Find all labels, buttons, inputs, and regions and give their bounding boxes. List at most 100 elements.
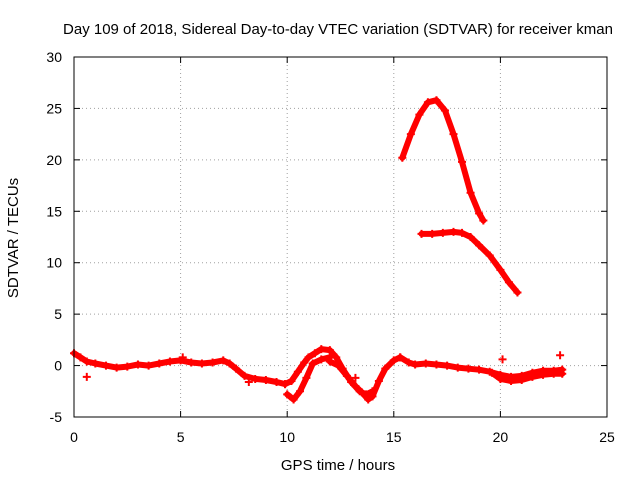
data-point (464, 364, 473, 373)
y-axis-label: SDTVAR / TECUs (5, 178, 22, 298)
data-point (317, 345, 326, 354)
plot-frame (73, 56, 608, 418)
data-point (272, 378, 281, 387)
y-tick-label: 20 (46, 152, 62, 168)
data-point (91, 359, 100, 368)
data-point (310, 349, 319, 358)
data-point (300, 358, 309, 367)
data-point (351, 382, 360, 391)
x-tick-label: 15 (386, 429, 402, 445)
data-point (411, 360, 420, 369)
data-point (558, 369, 567, 378)
data-point (466, 233, 475, 241)
y-tick-label: 0 (54, 358, 62, 374)
data-point (197, 359, 206, 368)
x-tick-label: 5 (177, 429, 185, 445)
data-point (438, 228, 447, 237)
data-point (449, 227, 458, 236)
y-tick-label: 10 (46, 255, 62, 271)
x-tick-label: 10 (279, 429, 295, 445)
data-point (287, 377, 296, 385)
data-point (432, 96, 441, 105)
data-point (283, 390, 292, 399)
data-point (133, 360, 142, 369)
y-tick-label: 25 (46, 100, 62, 116)
data-point (261, 375, 270, 384)
data-point (421, 359, 430, 368)
data-point-marker (351, 373, 360, 382)
data-point (317, 355, 326, 364)
data-point (357, 388, 366, 397)
data-point (415, 110, 424, 119)
data-point (475, 241, 484, 250)
data-point (281, 380, 290, 389)
data-point (304, 353, 313, 362)
data-point (334, 361, 343, 370)
data-point (101, 361, 110, 370)
data-point (417, 229, 426, 238)
data-point (504, 278, 513, 287)
data-point (466, 188, 475, 197)
data-point (144, 361, 153, 370)
data-point (539, 370, 548, 379)
y-tick-label: 5 (54, 306, 62, 322)
data-point (325, 357, 334, 366)
x-tick-label: 20 (493, 429, 509, 445)
data-point (208, 358, 217, 367)
chart-title: Day 109 of 2018, Sidereal Day-to-day VTE… (63, 21, 613, 38)
data-point (293, 367, 302, 376)
data-point (155, 359, 164, 368)
y-tick-label: -5 (50, 409, 63, 425)
data-point-marker (178, 353, 187, 362)
data-point (325, 346, 334, 355)
data-point (368, 392, 377, 401)
x-tick-label: 25 (599, 429, 615, 445)
data-point (289, 395, 298, 404)
data-point (76, 353, 85, 362)
data-point (240, 371, 249, 380)
data-point (428, 229, 437, 238)
data-point (475, 209, 484, 218)
data-point (528, 372, 537, 381)
data-point (82, 357, 91, 366)
axes: 0 5 10 15 20 25 -5 0 5 10 15 20 25 30 (46, 49, 615, 445)
data-point (449, 130, 458, 139)
data-point (479, 216, 488, 225)
data-point (165, 357, 174, 366)
data-point (295, 387, 304, 396)
data-point-marker (498, 355, 507, 364)
data-point (507, 377, 516, 385)
data-point (485, 251, 494, 260)
data-point (496, 374, 505, 383)
data-point (398, 153, 407, 162)
data-point (458, 228, 467, 237)
data-point (406, 130, 415, 139)
data-point-marker (82, 372, 91, 381)
data-point (232, 364, 241, 373)
data-point-marker (244, 378, 253, 387)
series-group (70, 96, 567, 404)
data-point (251, 374, 260, 383)
data-point (302, 373, 311, 382)
data-point (404, 358, 413, 367)
y-tick-label: 15 (46, 203, 62, 219)
data-point (496, 265, 505, 274)
data-point (443, 361, 452, 370)
data-point (517, 375, 526, 384)
data-point (458, 157, 467, 166)
data-point (423, 98, 432, 107)
series-arc-peak-lower (418, 228, 521, 296)
y-tick-label: 30 (46, 49, 62, 65)
data-point (396, 353, 405, 362)
data-point (308, 359, 317, 368)
data-point (432, 360, 441, 369)
data-point (123, 362, 132, 371)
data-point (225, 359, 234, 368)
data-point (513, 288, 522, 297)
data-point (549, 369, 558, 378)
data-point (112, 363, 121, 372)
data-point (389, 356, 398, 365)
data-point (440, 106, 449, 115)
data-point (187, 358, 196, 367)
